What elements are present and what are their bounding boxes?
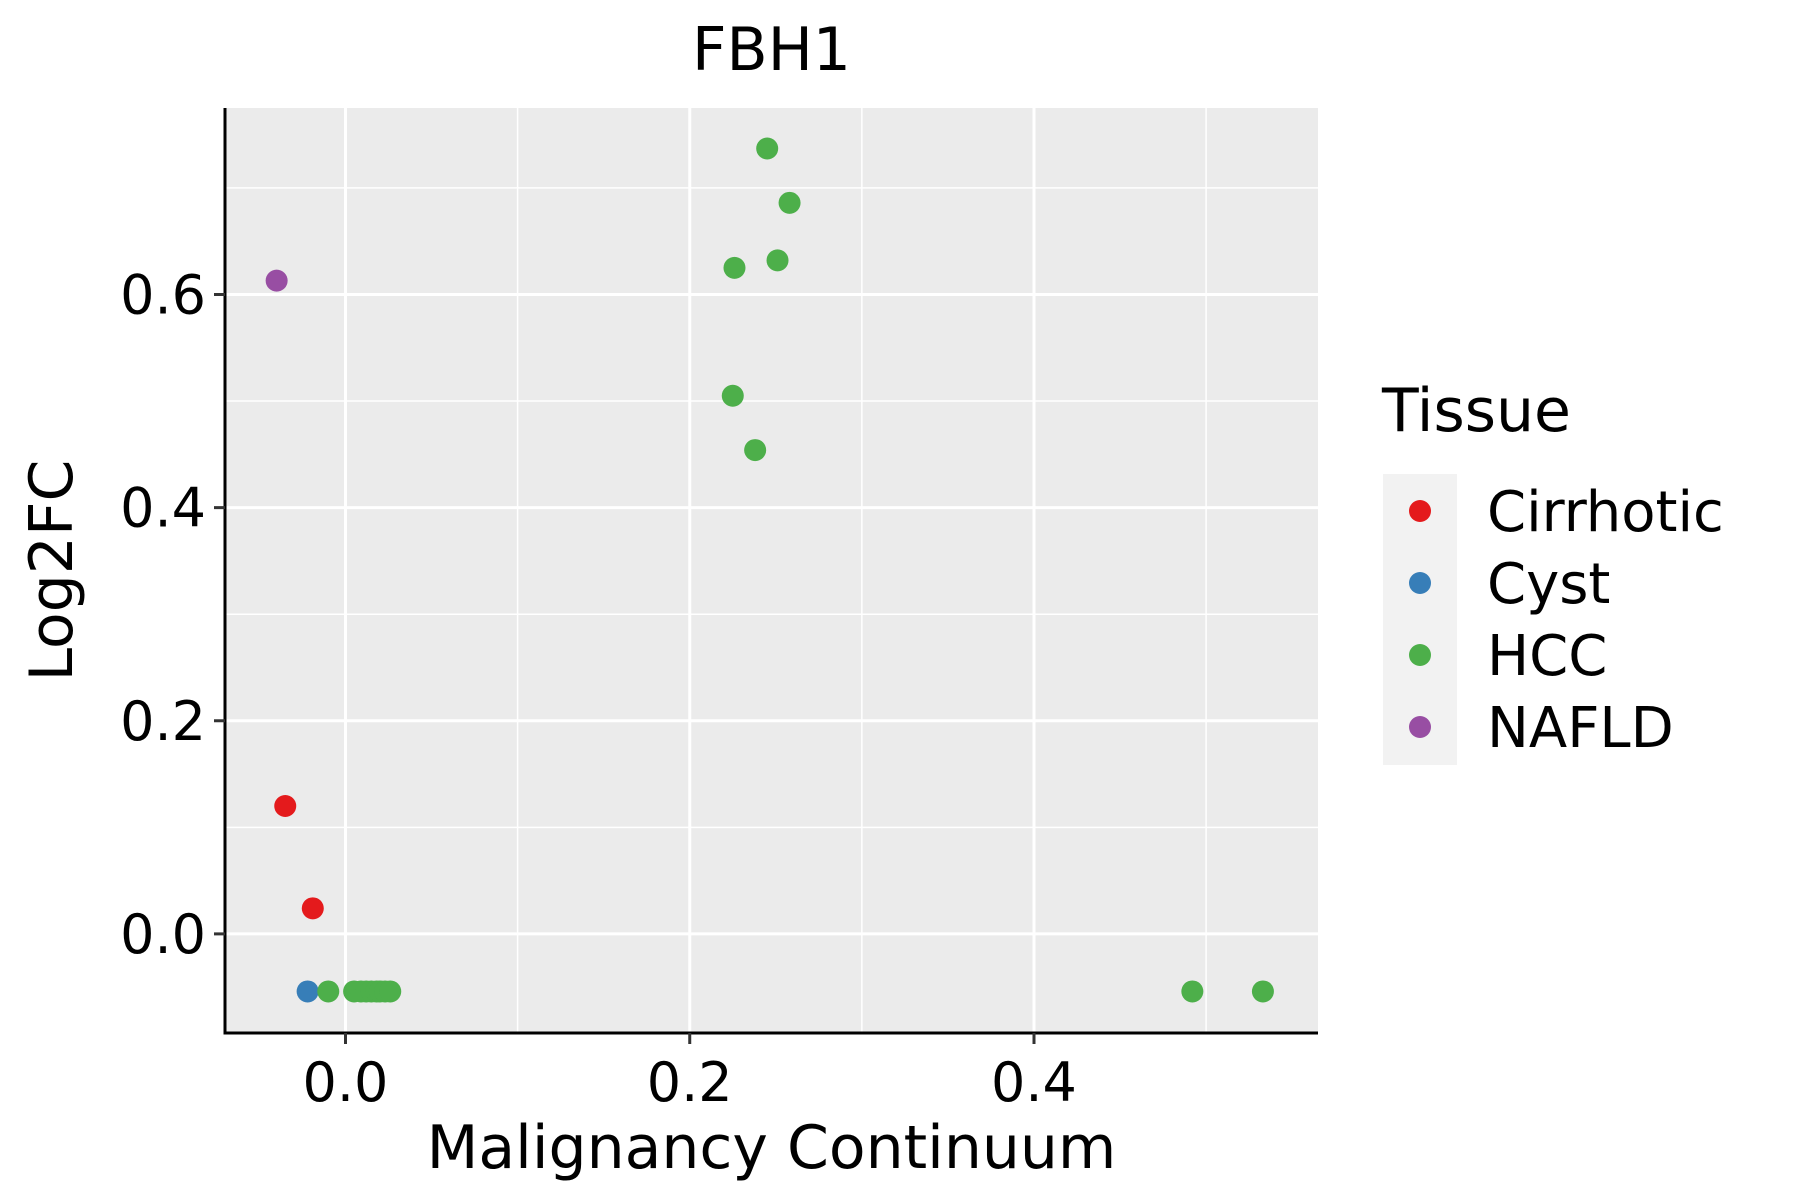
data-point-hcc [379,980,402,1003]
data-point-hcc [721,384,744,407]
data-point-hcc [766,249,789,272]
data-points [265,137,1274,1003]
x-axis-ticks: 0.0 0.2 0.4 [303,1033,1077,1114]
legend-key-cyst [1409,572,1431,594]
legend-title: Tissue [1381,376,1571,446]
data-point-hcc [317,980,340,1003]
legend-label-cirrhotic: Cirrhotic [1487,480,1724,545]
x-tick-label: 0.4 [991,1051,1077,1114]
legend-key-hcc [1409,644,1431,666]
y-axis-ticks: 0.0 0.2 0.4 0.6 [120,263,225,966]
data-point-hcc [756,137,779,160]
data-point-cirrhotic [301,897,324,920]
data-point-cirrhotic [274,795,297,818]
data-point-cyst [296,980,319,1003]
legend: Tissue Cirrhotic Cyst HCC NAFLD [1381,376,1724,765]
minor-gridlines [225,108,1318,1033]
data-point-nafld [265,269,288,292]
x-tick-label: 0.0 [303,1051,389,1114]
plot-panel [225,108,1318,1033]
chart-title: FBH1 [692,15,851,85]
data-point-hcc [1251,980,1274,1003]
legend-label-cyst: Cyst [1487,552,1610,617]
legend-label-nafld: NAFLD [1487,696,1674,761]
data-point-hcc [744,439,767,462]
x-tick-label: 0.2 [647,1051,733,1114]
y-tick-label: 0.2 [120,690,206,753]
major-gridlines [225,108,1318,1033]
x-axis-title: Malignancy Continuum [427,1113,1117,1183]
legend-items: Cirrhotic Cyst HCC NAFLD [1409,480,1724,761]
y-tick-label: 0.0 [120,903,206,966]
legend-key-nafld [1409,716,1431,738]
data-point-hcc [723,256,746,279]
legend-key-cirrhotic [1409,500,1431,522]
y-tick-label: 0.6 [120,263,206,326]
y-tick-label: 0.4 [120,477,206,540]
data-point-hcc [778,191,801,214]
y-axis-title: Log2FC [17,460,87,682]
legend-label-hcc: HCC [1487,624,1607,689]
data-point-hcc [1181,980,1204,1003]
